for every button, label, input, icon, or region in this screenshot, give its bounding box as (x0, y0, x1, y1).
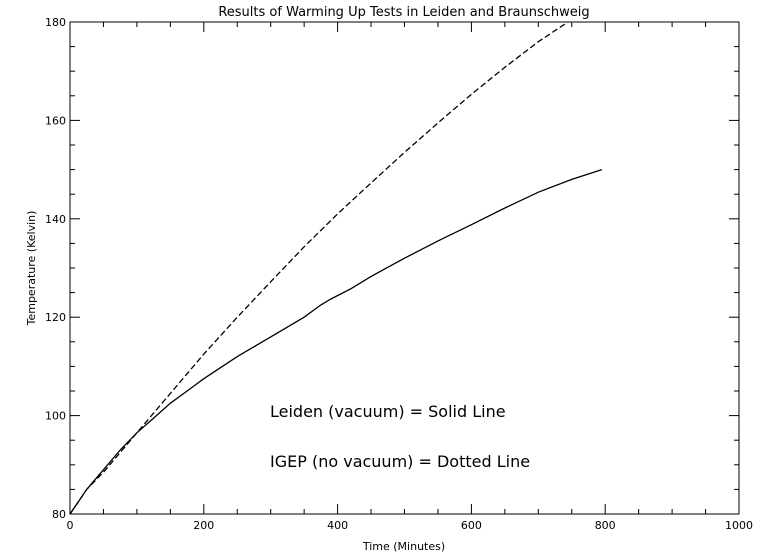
plot-area: 0 200 400 600 800 1000 80 100 120 140 160 180 (45, 16, 754, 532)
solid-series-line (70, 168, 603, 514)
chart-title: Results of Warming Up Tests in Leiden an… (218, 5, 589, 20)
y-axis-title: Temperature (Kelvin) (25, 211, 38, 327)
legend-solid-line-annotation: Leiden (vacuum) = Solid Line (270, 402, 506, 421)
x-tick-label: 1000 (725, 519, 753, 532)
y-tick-label: 80 (52, 508, 66, 521)
x-tick-label: 0 (67, 519, 74, 532)
x-tick-label: 600 (461, 519, 482, 532)
y-tick-labels: 80 100 120 140 160 180 (45, 16, 66, 521)
x-tick-labels: 0 200 400 600 800 1000 (67, 519, 754, 532)
series-group (70, 22, 603, 514)
x-tick-label: 200 (193, 519, 214, 532)
y-tick-label: 180 (45, 16, 66, 29)
legend-dotted-line-annotation: IGEP (no vacuum) = Dotted Line (270, 452, 530, 471)
dashed-series-line (70, 22, 570, 514)
y-tick-label: 120 (45, 311, 66, 324)
plot-frame (69, 21, 740, 515)
y-tick-label: 160 (45, 114, 66, 127)
x-tick-label: 400 (327, 519, 348, 532)
y-tick-label: 100 (45, 410, 66, 423)
y-tick-label: 140 (45, 213, 66, 226)
axis-ticks (69, 21, 740, 515)
x-axis-title: Time (Minutes) (362, 540, 445, 553)
x-tick-label: 800 (595, 519, 616, 532)
